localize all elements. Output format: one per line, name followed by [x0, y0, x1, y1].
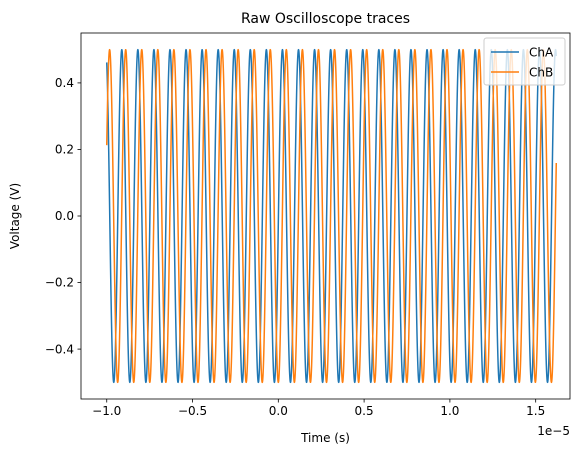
legend-label-chb: ChB: [529, 66, 553, 80]
y-tick-label: 0.2: [55, 143, 74, 157]
x-tick-label: 1.5: [526, 404, 545, 418]
legend-frame: [483, 37, 566, 86]
y-tick-label: 0.0: [55, 209, 74, 223]
x-tick-label: −1.0: [92, 404, 121, 418]
legend: ChA ChB: [483, 37, 566, 86]
x-axis-offset-label: 1e−5: [537, 424, 570, 438]
x-tick-label: −0.5: [178, 404, 207, 418]
x-tick-label: 0.5: [355, 404, 374, 418]
legend-label-cha: ChA: [529, 46, 554, 60]
x-tick-label: 0.0: [269, 404, 288, 418]
y-axis-label: Voltage (V): [8, 183, 22, 249]
y-axis-ticks: 0.4 0.2 0.0 −0.2 −0.4: [45, 76, 81, 356]
x-axis-ticks: −1.0 −0.5 0.0 0.5 1.0 1.5: [92, 399, 545, 418]
y-tick-label: −0.4: [45, 342, 74, 356]
chart-title: Raw Oscilloscope traces: [241, 11, 410, 27]
y-tick-label: 0.4: [55, 76, 74, 90]
x-tick-label: 1.0: [440, 404, 459, 418]
series-line-cha: [105, 48, 558, 384]
x-axis-label: Time (s): [300, 431, 350, 445]
series-line-chb: [105, 48, 558, 384]
series-layer: [105, 48, 558, 384]
y-tick-label: −0.2: [45, 276, 74, 290]
